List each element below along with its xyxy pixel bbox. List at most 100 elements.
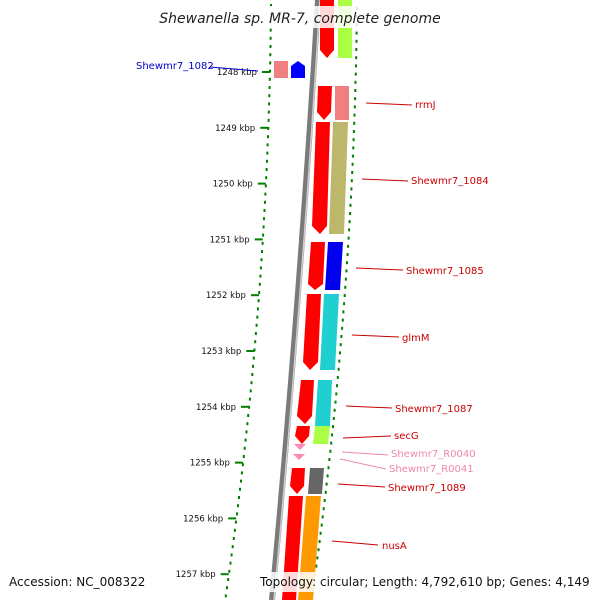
- gene-block: [308, 468, 324, 494]
- track-dot: [354, 89, 357, 92]
- track-dot: [346, 253, 349, 256]
- track-dot: [352, 138, 355, 142]
- scale-tick-label: 1256 kbp: [183, 514, 223, 524]
- gene-block: [315, 380, 332, 426]
- track-dot: [319, 531, 322, 535]
- gene-label[interactable]: Shewmr7_R0040: [391, 449, 476, 460]
- leader-line: [342, 435, 392, 439]
- track-dot: [263, 217, 265, 221]
- track-dot: [349, 212, 352, 215]
- track-dot: [353, 113, 356, 117]
- track-dot: [266, 143, 269, 147]
- track-dot: [352, 130, 355, 133]
- gene-shewmr7-1082-glyphs: [274, 61, 305, 78]
- track-dot: [227, 578, 230, 581]
- track-dot: [345, 269, 348, 273]
- gene-label[interactable]: secG: [394, 431, 419, 442]
- track-dot: [325, 482, 328, 486]
- gene-label[interactable]: Shewmr7_1087: [395, 404, 473, 415]
- track-dot: [264, 192, 267, 196]
- track-dot: [262, 225, 265, 229]
- gene-label[interactable]: glmM: [402, 333, 430, 344]
- track-dot: [233, 528, 236, 532]
- gene-label[interactable]: Shewmr7_1089: [388, 483, 466, 494]
- track-dot: [229, 561, 232, 565]
- track-dot: [231, 545, 234, 549]
- track-dot: [248, 397, 251, 401]
- track-dot: [334, 400, 337, 404]
- track-dot: [355, 56, 358, 60]
- track-dot: [343, 302, 346, 306]
- gene-block: [335, 86, 349, 120]
- track-dot: [261, 250, 263, 253]
- track-dot: [267, 127, 270, 130]
- track-dot: [263, 209, 266, 212]
- gene-label[interactable]: rrmJ: [415, 100, 436, 111]
- track-dot: [255, 323, 258, 327]
- cds-block: [308, 242, 325, 290]
- gene-label[interactable]: Shewmr7_1085: [406, 266, 484, 277]
- track-dot: [238, 496, 240, 499]
- gene-block: [313, 426, 330, 444]
- track-dot: [322, 507, 325, 511]
- track-dot: [341, 318, 344, 322]
- gene-block: [329, 122, 348, 234]
- track-dot: [268, 102, 271, 106]
- track-dot: [329, 449, 332, 453]
- track-dot: [226, 586, 228, 590]
- track-dot: [262, 233, 265, 237]
- track-dot: [243, 446, 246, 450]
- track-dot: [266, 159, 268, 163]
- track-dot: [265, 168, 268, 171]
- track-dot: [354, 80, 357, 84]
- track-dot: [355, 39, 358, 43]
- gene-label[interactable]: Shewmr7_R0041: [389, 464, 474, 475]
- track-dot: [355, 48, 358, 51]
- track-dot: [267, 110, 270, 114]
- track-dot: [252, 364, 254, 368]
- track-dot: [354, 72, 357, 76]
- footer-backdrop: [250, 572, 600, 592]
- track-dot: [236, 512, 238, 516]
- track-dot: [247, 414, 250, 417]
- cds-block: [295, 426, 310, 444]
- track-dot: [350, 187, 353, 191]
- gene-label[interactable]: nusA: [382, 541, 407, 552]
- scale-tick-label: 1255 kbp: [190, 459, 230, 469]
- cds-block: [312, 122, 330, 234]
- gene-block: [325, 242, 343, 290]
- track-dot: [264, 200, 266, 204]
- scale-tick-label: 1251 kbp: [210, 235, 250, 245]
- track-dot: [350, 179, 353, 183]
- scale-tick-label: 1252 kbp: [206, 291, 246, 301]
- track-dot: [348, 220, 351, 224]
- track-dot: [264, 184, 267, 188]
- track-dot: [317, 548, 320, 552]
- track-dot: [327, 466, 330, 470]
- track-dot: [351, 154, 354, 158]
- track-dot: [256, 315, 259, 319]
- track-dot: [268, 94, 271, 98]
- track-dot: [258, 282, 261, 286]
- left-dotted-track: [224, 4, 272, 598]
- track-dot: [245, 430, 248, 434]
- track-dot: [351, 162, 354, 166]
- track-dot: [270, 4, 272, 7]
- gene-label[interactable]: Shewmr7_1082: [136, 61, 214, 72]
- track-dot: [257, 299, 260, 303]
- cds-block: [303, 294, 321, 370]
- gene-label[interactable]: Shewmr7_1084: [411, 176, 489, 187]
- track-dot: [254, 340, 257, 344]
- leader-line: [209, 66, 259, 72]
- scale-tick-label: 1250 kbp: [213, 180, 253, 190]
- track-dot: [269, 69, 271, 73]
- scale-tick-label: 1257 kbp: [176, 570, 216, 580]
- cds-block: [317, 86, 332, 120]
- track-dot: [232, 537, 235, 540]
- track-dot: [242, 455, 245, 458]
- track-dot: [348, 228, 351, 232]
- track-dot: [335, 392, 338, 396]
- track-dot: [339, 351, 341, 355]
- track-dot: [338, 359, 341, 363]
- track-dot: [323, 499, 326, 502]
